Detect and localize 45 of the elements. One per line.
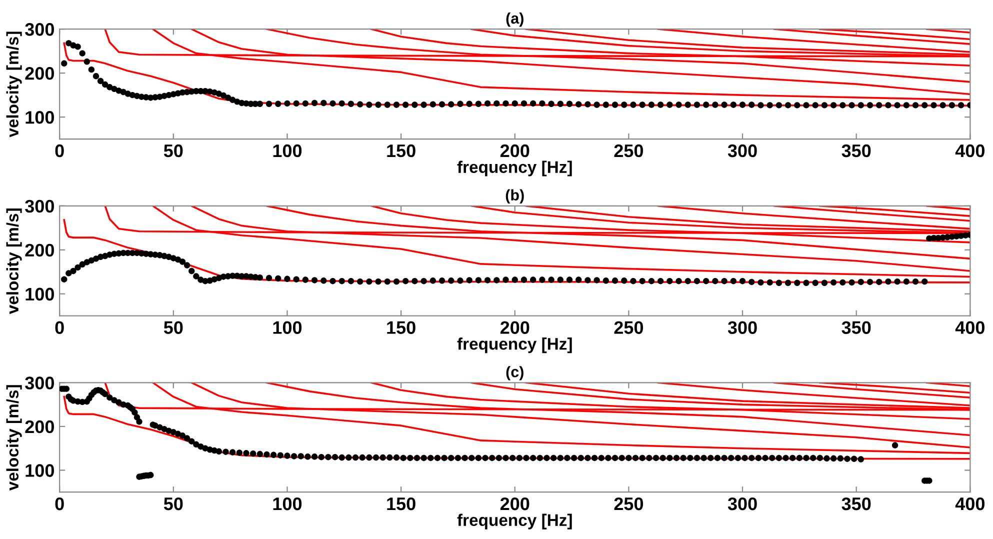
x-tick-label: 200 [500, 497, 530, 510]
x-tick-label: 200 [500, 321, 530, 334]
x-tick-label: 100 [273, 144, 302, 158]
y-tick-label: 100 [26, 288, 54, 301]
x-tick-label: 350 [842, 321, 871, 334]
x-tick-label: 50 [164, 144, 183, 158]
y-tick-label: 300 [25, 200, 54, 213]
x-tick-label: 300 [728, 497, 757, 510]
x-axis-title: frequency [Hz] [457, 160, 572, 176]
x-tick-label: 0 [55, 144, 64, 158]
chart-title: (b) [506, 189, 524, 204]
x-tick-label: 250 [614, 497, 644, 510]
y-axis-title: velocity [m/s] [6, 208, 22, 314]
x-tick-label: 100 [273, 321, 302, 334]
x-tick-label: 150 [387, 497, 416, 510]
x-axis-title: frequency [Hz] [457, 338, 572, 354]
y-axis-title: velocity [m/s] [6, 32, 22, 138]
x-tick-label: 400 [955, 144, 984, 158]
y-tick-label: 200 [25, 420, 54, 434]
x-tick-label: 350 [842, 497, 871, 510]
x-tick-label: 250 [614, 144, 644, 158]
x-tick-label: 400 [955, 497, 984, 510]
y-tick-label: 200 [25, 67, 54, 80]
x-tick-label: 200 [500, 144, 530, 158]
x-tick-label: 300 [728, 144, 757, 158]
y-axis-title: velocity [m/s] [6, 385, 22, 491]
chart-title: (c) [506, 366, 524, 380]
x-tick-label: 400 [955, 321, 984, 334]
y-tick-label: 200 [25, 244, 54, 257]
x-axis-title: frequency [Hz] [457, 514, 572, 530]
x-tick-label: 250 [614, 321, 644, 334]
x-tick-label: 0 [55, 497, 64, 510]
x-tick-label: 150 [387, 321, 416, 334]
y-tick-label: 100 [26, 111, 54, 124]
x-tick-label: 0 [55, 321, 64, 334]
y-tick-label: 100 [26, 464, 54, 477]
chart-title: (a) [506, 12, 524, 27]
x-tick-label: 50 [164, 321, 183, 334]
y-tick-label: 300 [25, 23, 54, 36]
y-tick-label: 300 [25, 376, 54, 390]
x-tick-label: 350 [842, 144, 871, 158]
x-tick-label: 50 [164, 497, 183, 510]
x-tick-label: 100 [273, 497, 302, 510]
x-tick-label: 300 [728, 321, 757, 334]
x-tick-label: 150 [387, 144, 416, 158]
